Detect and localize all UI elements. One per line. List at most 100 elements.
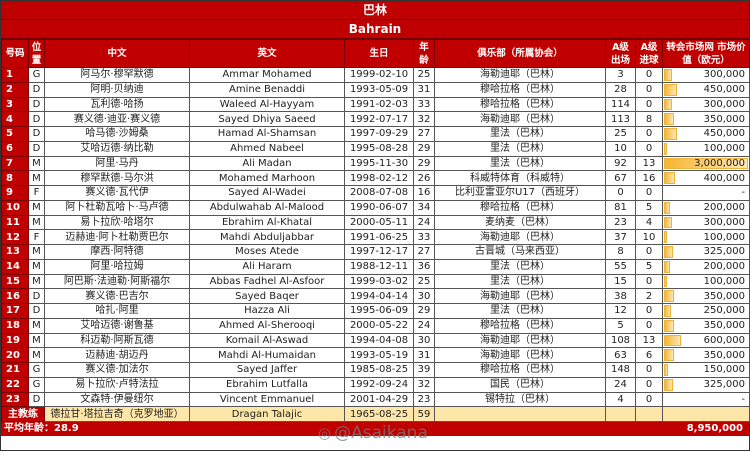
player-row: 17 D 哈扎·阿里 Hazza Ali 1995-06-09 29 里法（巴林） 12 0 25… xyxy=(1,303,750,319)
cell-en: Mohamed Marhoon xyxy=(189,170,345,186)
player-row: 16 D 赛义德·巴吉尔 Sayed Baqer 1994-04-14 30 海勒迪耶（巴林… xyxy=(1,288,750,304)
header-en: 英文 xyxy=(189,39,345,68)
cell-en: Amine Benaddi xyxy=(189,81,345,98)
coach-dob: 1965-08-25 xyxy=(344,406,414,422)
cell-cn: 阿明·贝纳迪 xyxy=(44,81,190,98)
player-row: 7 M 阿里·马丹 Ali Madan 1995-11-30 29 里法（巴林） 92 13 3,… xyxy=(1,155,750,172)
cell-pos: D xyxy=(28,391,45,408)
cell-club: 海勒迪耶（巴林） xyxy=(434,332,606,349)
player-row: 18 M 艾哈迈德·谢鲁基 Ahmed Al-Sherooqi 2000-05-22 24… xyxy=(1,317,750,334)
player-row: 3 D 瓦利德·哈扬 Waleed Al-Hayyam 1991-02-03 33 穆哈拉格… xyxy=(1,96,750,113)
cell-goals: 0 xyxy=(635,376,663,393)
cell-dob: 1991-02-03 xyxy=(344,96,414,113)
cell-dob: 1992-09-24 xyxy=(344,376,414,393)
cell-goals: 0 xyxy=(635,391,663,408)
cell-age: 26 xyxy=(413,170,435,186)
cell-goals: 0 xyxy=(635,303,663,319)
value-text: 325,000 xyxy=(703,246,745,258)
cell-en: Vincent Emmanuel xyxy=(189,391,345,408)
cell-age: 32 xyxy=(413,111,435,127)
value-text: 100,000 xyxy=(703,275,745,287)
cell-cn: 艾哈迈德·谢鲁基 xyxy=(44,317,190,334)
total-value: 8,950,000 xyxy=(686,423,743,434)
header-pos: 位置 xyxy=(28,39,45,68)
value-bar xyxy=(664,69,673,81)
value-bar xyxy=(664,142,667,155)
cell-age: 16 xyxy=(413,185,435,201)
cell-goals: 5 xyxy=(635,258,663,275)
cell-num: 1 xyxy=(1,67,29,83)
cell-num: 15 xyxy=(1,273,29,290)
header-club: 俱乐部（所属协会） xyxy=(434,39,606,68)
value-bar xyxy=(664,319,674,332)
cell-goals: 5 xyxy=(635,199,663,216)
cell-club: 穆哈拉格（巴林） xyxy=(434,199,606,216)
cell-club: 锡特拉（巴林） xyxy=(434,391,606,408)
cell-value: 150,000 xyxy=(662,362,750,378)
cell-num: 2 xyxy=(1,81,29,98)
cell-club: 里法（巴林） xyxy=(434,126,606,142)
cell-en: Ali Madan xyxy=(189,155,345,172)
cell-en: Sayed Dhiya Saeed xyxy=(189,111,345,127)
cell-cn: 阿卜杜勒瓦哈卜·马卢德 xyxy=(44,199,190,216)
cell-num: 5 xyxy=(1,126,29,142)
value-text: 350,000 xyxy=(703,320,745,332)
cell-goals: 0 xyxy=(635,185,663,201)
cell-age: 29 xyxy=(413,140,435,157)
cell-value: 300,000 xyxy=(662,214,750,231)
cell-value: 400,000 xyxy=(662,170,750,186)
cell-apps: 55 xyxy=(605,258,636,275)
cell-dob: 1985-08-25 xyxy=(344,362,414,378)
cell-cn: 易卜拉欣·哈塔尔 xyxy=(44,214,190,231)
cell-num: 4 xyxy=(1,111,29,127)
cell-num: 17 xyxy=(1,303,29,319)
cell-pos: M xyxy=(28,155,45,172)
cell-pos: M xyxy=(28,170,45,186)
cell-club: 科威特体育（科威特） xyxy=(434,170,606,186)
cell-value: - xyxy=(662,391,750,408)
value-text: 3,000,000 xyxy=(694,157,745,169)
cell-en: Moses Atede xyxy=(189,244,345,260)
value-bar xyxy=(664,128,677,140)
value-text: 350,000 xyxy=(703,349,745,361)
coach-name-en: Dragan Talajic xyxy=(189,406,345,422)
cell-age: 27 xyxy=(413,244,435,260)
cell-en: Ahmed Nabeel xyxy=(189,140,345,157)
value-text: 100,000 xyxy=(703,143,745,155)
cell-goals: 0 xyxy=(635,140,663,157)
cell-club: 里法（巴林） xyxy=(434,258,606,275)
player-row: 21 G 赛义德·加法尔 Sayed Jaffer 1985-08-25 39 穆哈拉格（巴… xyxy=(1,362,750,378)
cell-dob: 2008-07-08 xyxy=(344,185,414,201)
header-num: 号码 xyxy=(1,39,29,68)
cell-pos: F xyxy=(28,229,45,245)
squad-table: 号码 位置 中文 英文 生日 年龄 俱乐部（所属协会） A级出场 A级进球 转会… xyxy=(1,39,750,422)
cell-goals: 13 xyxy=(635,332,663,349)
cell-age: 24 xyxy=(413,317,435,334)
cell-en: Sayed Jaffer xyxy=(189,362,345,378)
cell-cn: 赛义德·巴吉尔 xyxy=(44,288,190,304)
cell-goals: 0 xyxy=(635,67,663,83)
cell-age: 27 xyxy=(413,126,435,142)
coach-age: 59 xyxy=(413,406,435,422)
cell-num: 22 xyxy=(1,376,29,393)
cell-value: 300,000 xyxy=(662,96,750,113)
summary-footer: 平均年龄：28.9 8,950,000 xyxy=(1,422,749,436)
cell-num: 19 xyxy=(1,332,29,349)
cell-club: 海勒迪耶（巴林） xyxy=(434,229,606,245)
cell-pos: G xyxy=(28,67,45,83)
player-row: 19 M 科迈勒·阿斯瓦德 Komail Al-Aswad 1994-04-08 30 海勒… xyxy=(1,332,750,349)
coach-value xyxy=(662,406,750,422)
cell-value: 100,000 xyxy=(662,229,750,245)
cell-goals: 0 xyxy=(635,273,663,290)
cell-age: 29 xyxy=(413,155,435,172)
cell-en: Waleed Al-Hayyam xyxy=(189,96,345,113)
cell-club: 比利亚雷亚尔U17（西班牙） xyxy=(434,185,606,201)
header-dob: 生日 xyxy=(344,39,414,68)
cell-dob: 1997-09-29 xyxy=(344,126,414,142)
cell-value: 600,000 xyxy=(662,332,750,349)
value-bar xyxy=(664,172,676,184)
value-text: 350,000 xyxy=(703,290,745,302)
cell-dob: 1994-04-14 xyxy=(344,288,414,304)
cell-pos: D xyxy=(28,288,45,304)
cell-cn: 阿里·马丹 xyxy=(44,155,190,172)
